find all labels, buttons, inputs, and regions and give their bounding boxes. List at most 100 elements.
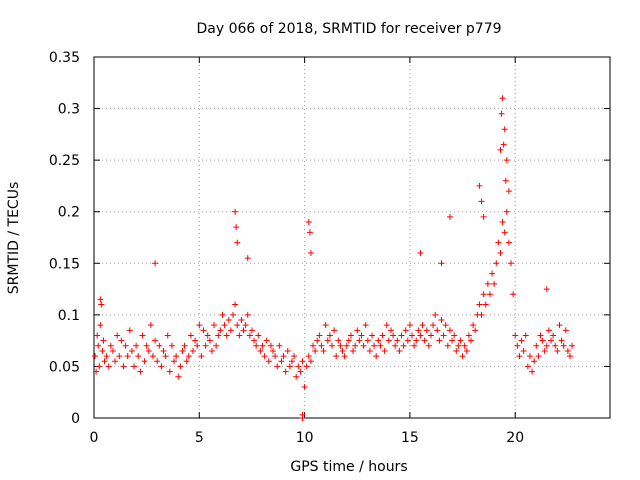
data-point-marker [472,327,479,334]
x-tick-label: 5 [195,430,204,446]
data-point-marker [253,342,260,349]
data-point-marker [352,342,359,349]
data-point-marker [345,337,352,344]
data-point-marker [213,342,220,349]
data-point-marker [415,327,422,334]
data-point-marker [122,342,129,349]
data-point-marker [480,213,487,220]
data-point-marker [339,347,346,354]
data-point-marker [128,347,135,354]
data-point-marker [501,229,508,236]
data-point-marker [288,358,295,365]
data-point-marker [192,337,199,344]
data-point-marker [93,368,100,375]
data-point-marker [434,327,441,334]
data-point-marker [499,95,506,102]
data-point-marker [470,322,477,329]
data-point-marker [409,332,416,339]
data-point-marker [131,363,138,370]
data-point-marker [162,353,169,360]
data-point-marker [398,332,405,339]
data-point-marker [497,249,504,256]
data-point-marker [198,353,205,360]
data-point-marker [503,157,510,164]
data-point-marker [177,363,184,370]
data-point-marker [166,368,173,375]
data-point-marker [112,358,119,365]
data-point-marker [503,208,510,215]
data-point-marker [236,332,243,339]
data-point-marker [566,353,573,360]
data-point-marker [396,347,403,354]
data-point-marker [379,332,386,339]
data-point-marker [175,373,182,380]
y-tick-label: 0.1 [58,308,80,324]
axis-ticks: 0 0.05 0.1 0.15 0.2 0.25 0.3 0.35 0 5 10 15 20 [49,50,610,446]
data-point-marker [543,286,550,293]
data-point-marker [267,342,274,349]
data-point-marker [377,342,384,349]
data-point-marker [499,219,506,226]
data-point-marker [369,332,376,339]
data-point-marker [141,358,148,365]
data-point-marker [392,342,399,349]
data-point-marker [223,332,230,339]
data-point-marker [510,291,517,298]
data-point-marker [293,373,300,380]
data-point-marker [238,317,245,324]
data-point-marker [219,311,226,318]
data-point-marker [537,332,544,339]
data-point-marker [478,198,485,205]
data-point-marker [95,342,102,349]
data-point-marker [371,342,378,349]
y-tick-label: 0.3 [58,102,80,118]
data-point-marker [164,332,171,339]
data-point-marker [154,358,161,365]
data-point-marker [480,291,487,298]
data-point-marker [560,342,567,349]
data-point-marker [463,347,470,354]
data-point-marker [272,353,279,360]
data-point-marker [438,317,445,324]
data-point-marker [535,353,542,360]
data-point-marker [101,358,108,365]
data-point-marker [362,322,369,329]
data-point-marker [564,347,571,354]
x-axis-label: GPS time / hours [290,459,407,475]
data-point-marker [305,219,312,226]
data-point-marker [381,347,388,354]
data-point-marker [208,347,215,354]
data-point-marker [390,332,397,339]
data-point-marker [358,332,365,339]
data-point-marker [461,342,468,349]
data-point-marker [234,239,241,246]
data-point-marker [92,353,99,360]
data-point-marker [541,347,548,354]
data-point-marker [324,337,331,344]
data-point-marker [204,332,211,339]
data-point-marker [265,358,272,365]
data-point-marker [520,347,527,354]
data-point-marker [230,311,237,318]
data-point-marker [284,347,291,354]
data-point-marker [301,384,308,391]
data-point-marker [343,342,350,349]
data-point-marker [413,337,420,344]
data-point-marker [446,213,453,220]
data-point-marker [508,260,515,267]
data-point-marker [160,347,167,354]
data-point-marker [333,353,340,360]
data-point-marker [337,342,344,349]
data-point-marker [171,358,178,365]
data-point-marker [196,322,203,329]
data-point-marker [96,363,103,370]
data-point-marker [322,322,329,329]
data-point-marker [185,353,192,360]
data-point-marker [518,337,525,344]
data-point-marker [316,332,323,339]
data-point-marker [270,347,277,354]
data-point-marker [366,347,373,354]
y-tick-label: 0 [71,411,80,427]
data-point-marker [295,363,302,370]
